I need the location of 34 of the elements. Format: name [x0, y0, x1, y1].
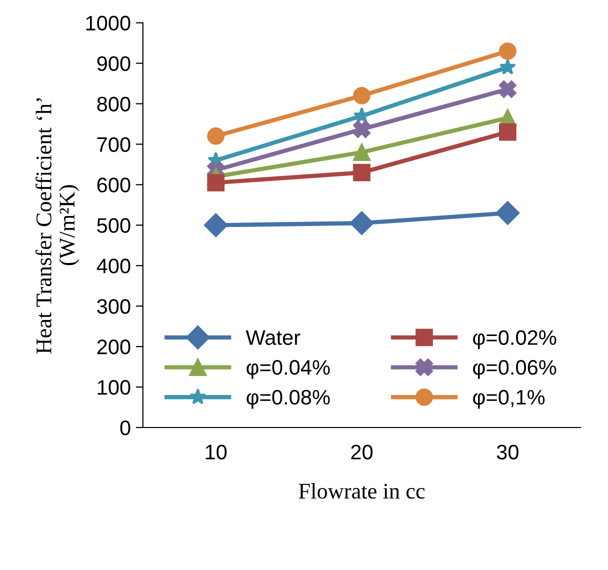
legend-label: φ=0,1% [473, 390, 545, 409]
legend-label: Water [246, 330, 300, 345]
y-tick-label: 600 [97, 178, 130, 192]
x-tick-label: 20 [351, 444, 373, 460]
legend-label: φ=0.04% [246, 360, 330, 379]
y-tick-label: 800 [97, 96, 130, 112]
point [353, 120, 370, 138]
point [207, 127, 225, 145]
y-tick-label: 900 [97, 56, 130, 72]
y-tick-label: 0 [120, 420, 130, 436]
x-tick-label: 10 [206, 444, 227, 460]
x-axis-title: Flowrate in cc [298, 483, 425, 499]
y-tick-label: 200 [97, 340, 130, 354]
point [498, 123, 516, 141]
point [496, 201, 520, 225]
y-tick-label: 300 [97, 299, 130, 314]
y-tick-label: 1000 [86, 16, 130, 31]
point [499, 58, 516, 75]
point [204, 213, 228, 237]
x-tick-label: 30 [496, 444, 518, 460]
legend-label: φ=0.06% [473, 360, 556, 379]
legend-label: φ=0.08% [246, 390, 330, 409]
y-tick-label: 700 [97, 137, 130, 152]
y-axis-title: Heat Transfer Coefficient ‘h’ (W/m²K) [36, 98, 80, 354]
point [498, 80, 516, 98]
y-tick-label: 100 [98, 380, 130, 395]
point [350, 211, 374, 235]
legend-label: φ=0.02% [473, 330, 556, 350]
point [353, 164, 370, 182]
point [353, 144, 370, 161]
y-tick-label: 500 [97, 218, 130, 233]
point [498, 42, 516, 60]
point [353, 86, 370, 104]
y-tick-label: 400 [96, 258, 130, 274]
